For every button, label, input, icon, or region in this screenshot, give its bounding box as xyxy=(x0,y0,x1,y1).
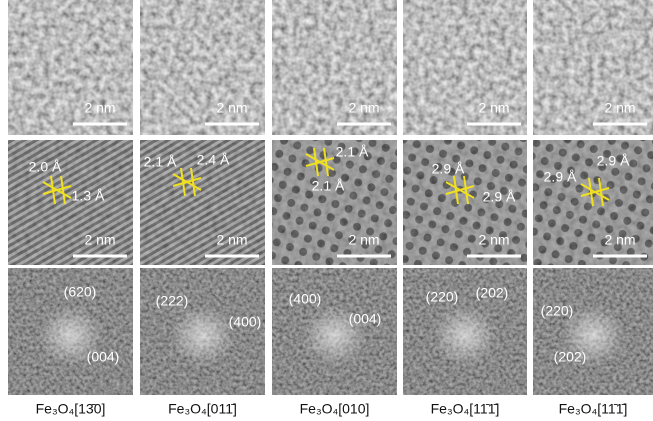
figure: 2 nm 2.0 Å 1.3 Å 2 nm (620) (004) Fe₃O₄[13̄0] 2… xyxy=(0,0,653,421)
lattice-spacing: 2.9 Å xyxy=(544,169,577,185)
fft-index: (004) xyxy=(349,311,382,327)
fft-index: (220) xyxy=(426,289,459,305)
lattice-spacing: 2.1 Å xyxy=(144,154,177,170)
lattice-spacing: 2.4 Å xyxy=(197,152,230,168)
scale-bar-label: 2 nm xyxy=(604,232,635,248)
zone-axis-caption: Fe₃O₄[13̄0] xyxy=(36,401,106,417)
fft-center xyxy=(433,306,497,366)
scale-bar-label: 2 nm xyxy=(84,100,115,116)
scale-bar-label: 2 nm xyxy=(84,232,115,248)
fft-center xyxy=(171,306,235,366)
zone-axis-caption: Fe₃O₄[010] xyxy=(300,401,370,417)
fft-index: (220) xyxy=(541,303,574,319)
lattice-spacing: 1.3 Å xyxy=(72,188,105,204)
lattice-spacing: 2.0 Å xyxy=(29,159,62,175)
lattice-spacing: 2.1 Å xyxy=(312,178,345,194)
fft-index: (400) xyxy=(229,314,262,330)
lattice-spacing: 2.9 Å xyxy=(483,189,516,205)
fft-index: (202) xyxy=(554,349,587,365)
scale-bar-label: 2 nm xyxy=(604,100,635,116)
fft-index: (222) xyxy=(156,293,189,309)
scale-bar-label: 2 nm xyxy=(478,232,509,248)
fft-index: (202) xyxy=(476,285,509,301)
scale-bar-label: 2 nm xyxy=(216,232,247,248)
scale-bar-label: 2 nm xyxy=(348,232,379,248)
fft-index: (400) xyxy=(289,291,322,307)
scale-bar-label: 2 nm xyxy=(478,100,509,116)
lattice-spacing: 2.9 Å xyxy=(432,161,465,177)
fft-index: (620) xyxy=(64,284,97,300)
fft-index: (004) xyxy=(87,349,120,365)
zone-axis-caption: Fe₃O₄[011̄] xyxy=(168,401,237,417)
lattice-spacing: 2.9 Å xyxy=(597,153,630,169)
zone-axis-caption: Fe₃O₄[11̄1̄] xyxy=(559,401,628,417)
scale-bar-label: 2 nm xyxy=(348,100,379,116)
lattice-spacing: 2.1 Å xyxy=(336,144,369,160)
zone-axis-caption: Fe₃O₄[11̄1̄] xyxy=(431,401,500,417)
scale-bar-label: 2 nm xyxy=(216,100,247,116)
